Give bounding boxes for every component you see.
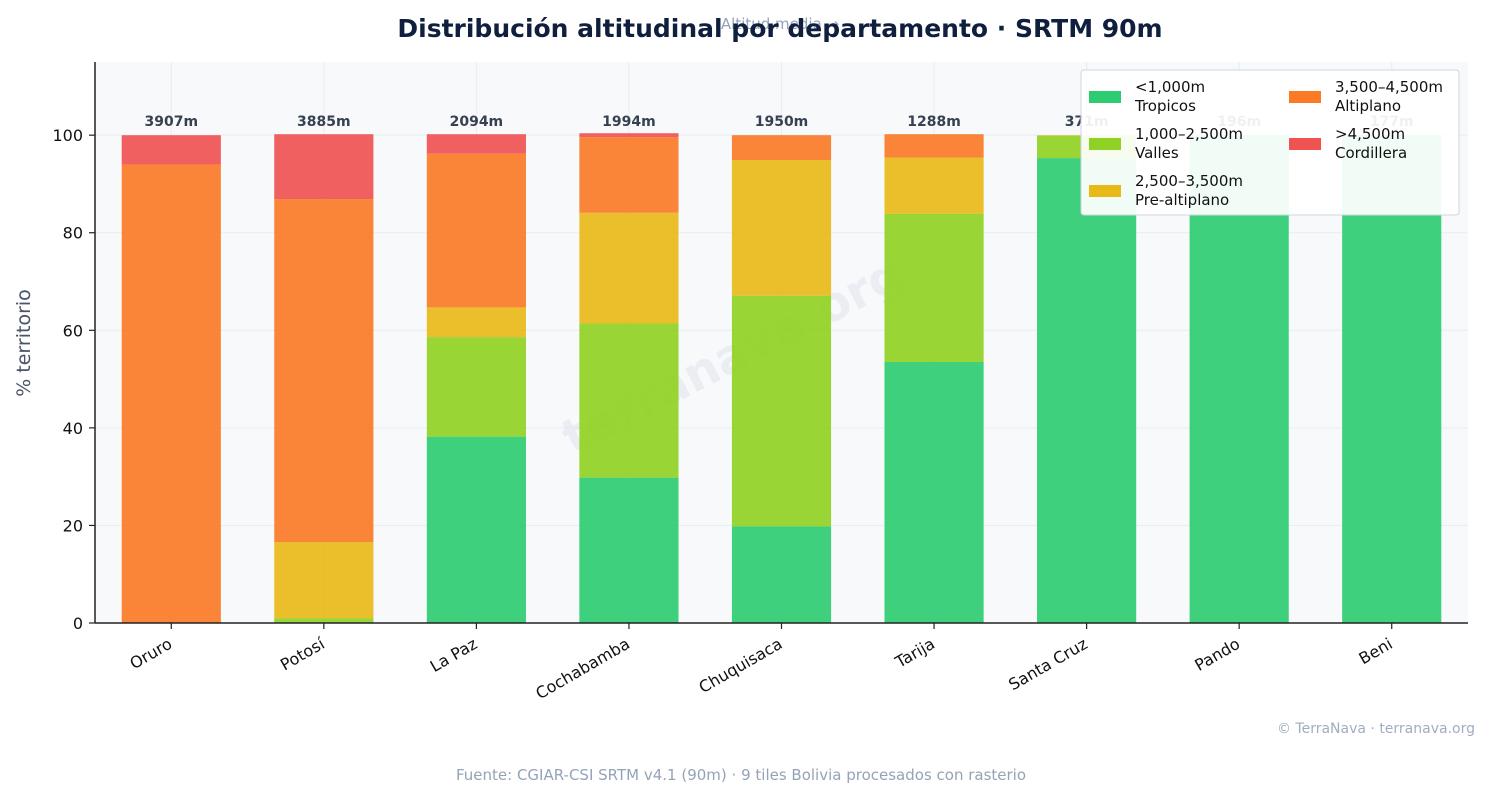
- x-tick-label: Chuquisaca: [696, 634, 786, 697]
- bar-segment: [274, 199, 374, 543]
- bar-segment: [579, 212, 679, 324]
- bar-segment: [579, 133, 679, 138]
- bar-segment: [579, 137, 679, 213]
- x-axis-ticks: Oruro Potosí La Paz Cochabamba Chuquisaca Tar…: [127, 623, 1396, 703]
- bar-segment: [426, 307, 526, 338]
- bar-segment: [579, 323, 679, 478]
- chart-title: Distribución altitudinal por departament…: [397, 14, 1162, 43]
- bar-segment: [731, 295, 832, 527]
- credit-text: © TerraNava · terranava.org: [1277, 721, 1475, 737]
- legend-swatch: [1089, 91, 1121, 103]
- bar-segment: [884, 134, 984, 158]
- x-tick-label: Beni: [1356, 634, 1396, 668]
- y-tick-label: 0: [73, 614, 83, 633]
- mean-altitude-label: 1950m: [755, 114, 809, 130]
- y-axis-ticks: 0 20 40 60 80 100: [52, 126, 95, 633]
- x-tick-label: La Paz: [427, 634, 481, 676]
- legend-swatch: [1089, 138, 1121, 150]
- legend-sublabel: Altiplano: [1335, 97, 1401, 115]
- mean-altitude-label: 1994m: [602, 114, 656, 130]
- bar-segment: [274, 134, 374, 200]
- x-tick-label: Santa Cruz: [1005, 634, 1090, 694]
- bar-segment: [274, 542, 374, 619]
- y-tick-label: 100: [52, 126, 83, 145]
- mean-altitude-label: 2094m: [450, 114, 504, 130]
- bar-segment: [1037, 158, 1137, 623]
- bar-stacks: [121, 133, 1442, 623]
- legend-swatch: [1289, 91, 1321, 103]
- bar-segment: [1342, 135, 1442, 623]
- legend-label: 3,500–4,500m: [1335, 78, 1443, 96]
- y-tick-label: 60: [63, 321, 83, 340]
- x-tick-label: Pando: [1191, 634, 1243, 675]
- bar-segment: [731, 526, 832, 623]
- legend-box: [1080, 69, 1460, 216]
- legend-swatch: [1289, 138, 1321, 150]
- x-tick-label: Cochabamba: [532, 634, 633, 703]
- mean-altitude-label: 3885m: [297, 114, 351, 130]
- bar-segment: [121, 164, 221, 623]
- legend-label: 1,000–2,500m: [1135, 125, 1243, 143]
- source-text: Fuente: CGIAR-CSI SRTM v4.1 (90m) · 9 ti…: [456, 766, 1026, 784]
- bar-segment: [884, 213, 984, 363]
- bar-segment: [121, 135, 221, 165]
- legend-swatch: [1089, 185, 1121, 197]
- bar-segment: [274, 618, 374, 623]
- bar-segment: [426, 134, 526, 154]
- y-tick-label: 40: [63, 419, 83, 438]
- bar-segment: [426, 337, 526, 437]
- bar-segment: [731, 160, 832, 296]
- legend-sublabel: Pre-altiplano: [1135, 191, 1229, 209]
- legend-label: >4,500m: [1335, 125, 1405, 143]
- bar-segment: [731, 135, 832, 161]
- bar-segment: [1189, 135, 1289, 623]
- y-axis-label: % territorio: [13, 289, 35, 397]
- x-tick-label: Potosí: [277, 634, 328, 675]
- chart-subtitle: Altitud media →: [721, 15, 839, 33]
- legend-label: <1,000m: [1135, 78, 1205, 96]
- mean-altitude-label: 1288m: [907, 114, 961, 130]
- legend-label: 2,500–3,500m: [1135, 172, 1243, 190]
- y-tick-label: 80: [63, 224, 83, 243]
- legend-sublabel: Tropicos: [1134, 97, 1196, 115]
- bar-segment: [426, 153, 526, 308]
- mean-altitude-label: 3907m: [144, 114, 198, 130]
- y-tick-label: 20: [63, 516, 83, 535]
- x-tick-label: Tarija: [891, 634, 938, 672]
- bar-segment: [884, 157, 984, 214]
- x-tick-label: Oruro: [127, 634, 176, 673]
- legend-sublabel: Valles: [1135, 144, 1179, 162]
- bar-segment: [579, 477, 679, 623]
- legend-sublabel: Cordillera: [1335, 144, 1407, 162]
- bar-segment: [426, 436, 526, 623]
- bar-segment: [884, 362, 984, 623]
